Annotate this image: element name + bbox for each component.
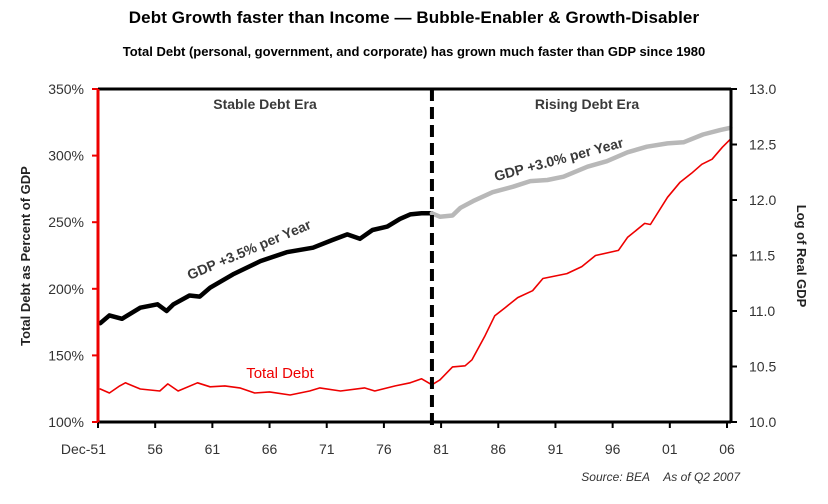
x-tick-label: 81 — [433, 441, 449, 457]
y-right-tick-label: 11.5 — [749, 248, 775, 264]
y-right-tick-label: 10.0 — [749, 414, 776, 430]
x-tick-label: 71 — [319, 441, 335, 457]
y-left-tick-label: 300% — [48, 148, 84, 164]
y-left-tick-label: 350% — [48, 81, 84, 97]
y-left-tick-label: 200% — [48, 281, 84, 297]
x-tick-label: 01 — [662, 441, 678, 457]
x-tick-label: 91 — [548, 441, 564, 457]
series-line-gdp-rising-era — [429, 125, 733, 219]
y-right-tick-label: 10.5 — [749, 359, 776, 375]
annotation-total-debt: Total Debt — [246, 365, 314, 382]
as-of-note: As of Q2 2007 — [662, 470, 741, 484]
era-label-rising: Rising Debt Era — [535, 96, 639, 112]
y-right-tick-label: 12.5 — [749, 137, 776, 153]
series-layer — [98, 125, 733, 396]
y-left-tick-label: 250% — [48, 214, 84, 230]
y-right-tick-label: 12.0 — [749, 192, 776, 208]
x-tick-label: 76 — [376, 441, 392, 457]
x-tick-label: Dec-51 — [61, 441, 106, 457]
ticks-layer: Dec-51 56 61 66 71 76 81 86 91 96 01 06 100% 150% 200%… — [48, 81, 776, 457]
chart-title: Debt Growth faster than Income — Bubble-… — [128, 8, 700, 27]
axes-layer — [96, 87, 733, 430]
chart-subtitle: Total Debt (personal, government, and co… — [122, 44, 706, 59]
y-axis-left-title: Total Debt as Percent of GDP — [18, 166, 33, 346]
x-tick-label: 06 — [719, 441, 735, 457]
y-right-tick-label: 13.0 — [749, 81, 776, 97]
x-tick-label: 96 — [605, 441, 621, 457]
series-line-total-debt — [99, 138, 732, 396]
y-left-tick-label: 100% — [48, 414, 84, 430]
x-tick-label: 66 — [262, 441, 278, 457]
y-left-tick-label: 150% — [48, 347, 84, 363]
x-tick-label: 86 — [490, 441, 506, 457]
y-right-tick-label: 11.0 — [749, 303, 775, 319]
era-label-stable: Stable Debt Era — [213, 96, 317, 112]
series-line-gdp-stable-era — [98, 211, 435, 326]
x-tick-label: 56 — [147, 441, 163, 457]
source-note: Source: BEA — [581, 470, 650, 484]
x-tick-label: 61 — [205, 441, 221, 457]
y-axis-right-title: Log of Real GDP — [794, 205, 809, 308]
